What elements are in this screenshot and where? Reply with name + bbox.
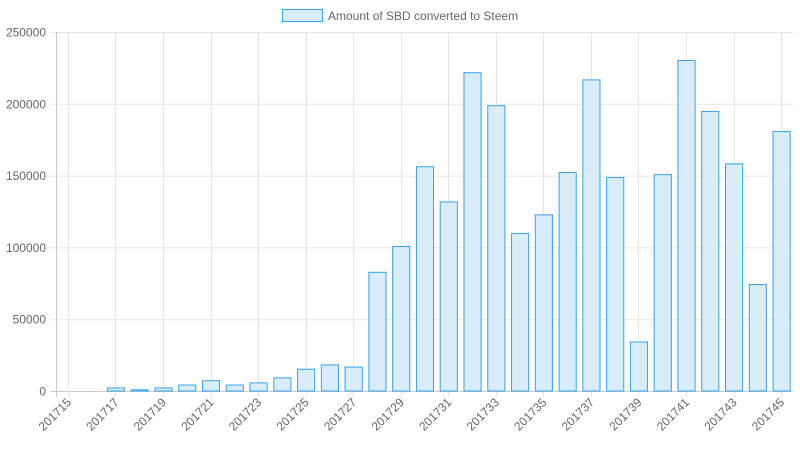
bar-201736[interactable] — [558, 172, 577, 392]
bar-201730[interactable] — [415, 166, 435, 392]
x-tick-label: 201719 — [131, 395, 169, 433]
x-tick-label: 201717 — [83, 395, 121, 433]
y-tick-label: 200000 — [6, 97, 46, 111]
bar-201718[interactable] — [130, 389, 149, 392]
y-axis: 0 50000 100000 150000 200000 250000 — [6, 26, 46, 399]
bar-201725[interactable] — [297, 368, 316, 392]
bar-201735[interactable] — [534, 214, 553, 392]
x-tick-label: 201745 — [749, 395, 787, 433]
bar-201739[interactable] — [629, 341, 649, 392]
x-tick-label: 201729 — [369, 395, 407, 433]
x-tick-label: 201715 — [36, 395, 74, 433]
x-tick-label: 201723 — [226, 395, 264, 433]
bar-201733[interactable] — [487, 105, 506, 392]
bar-201743[interactable] — [725, 163, 744, 392]
x-axis: 201715 201717 201719 201721 201723 201725 2017… — [36, 395, 788, 433]
legend-label: Amount of SBD converted to Steem — [328, 9, 518, 23]
x-tick-label: 201743 — [701, 395, 739, 433]
bar-201719[interactable] — [154, 387, 173, 392]
bar-201734[interactable] — [511, 233, 530, 392]
x-tick-label: 201739 — [606, 395, 644, 433]
bar-201741[interactable] — [677, 60, 696, 392]
x-tick-label: 201727 — [321, 395, 359, 433]
bar-201732[interactable] — [463, 72, 482, 392]
bar-201742[interactable] — [701, 110, 720, 392]
x-tick-label: 201721 — [178, 395, 216, 433]
bar-201740[interactable] — [653, 174, 672, 392]
y-tick-label: 0 — [39, 385, 46, 399]
x-tick-label: 201741 — [654, 395, 692, 433]
y-tick-label: 100000 — [6, 241, 46, 255]
y-tick-label: 250000 — [6, 26, 46, 40]
bar-201728[interactable] — [368, 271, 387, 392]
bar-201745[interactable] — [772, 131, 791, 392]
legend-swatch[interactable] — [282, 9, 323, 22]
y-tick-label: 50000 — [13, 313, 47, 327]
bar-201738[interactable] — [606, 177, 625, 392]
x-tick-label: 201731 — [416, 395, 454, 433]
bar-201737[interactable] — [582, 79, 601, 392]
x-tick-label: 201735 — [511, 395, 549, 433]
x-tick-label: 201725 — [274, 395, 312, 433]
x-tick-label: 201733 — [464, 395, 502, 433]
bar-201744[interactable] — [748, 284, 767, 392]
x-tick-label: 201737 — [559, 395, 597, 433]
bar-201724[interactable] — [273, 377, 292, 392]
bar-201717[interactable] — [106, 387, 125, 392]
bar-201721[interactable] — [201, 380, 221, 392]
bar-201722[interactable] — [225, 384, 244, 392]
legend[interactable]: Amount of SBD converted to Steem — [282, 9, 519, 23]
bar-201731[interactable] — [439, 201, 458, 392]
y-tick-label: 150000 — [6, 169, 46, 183]
bar-201726[interactable] — [320, 364, 339, 392]
bar-201729[interactable] — [392, 245, 411, 392]
bars — [106, 60, 791, 392]
bar-201727[interactable] — [344, 366, 363, 392]
bar-201723[interactable] — [249, 382, 268, 392]
bar-201720[interactable] — [178, 384, 197, 392]
